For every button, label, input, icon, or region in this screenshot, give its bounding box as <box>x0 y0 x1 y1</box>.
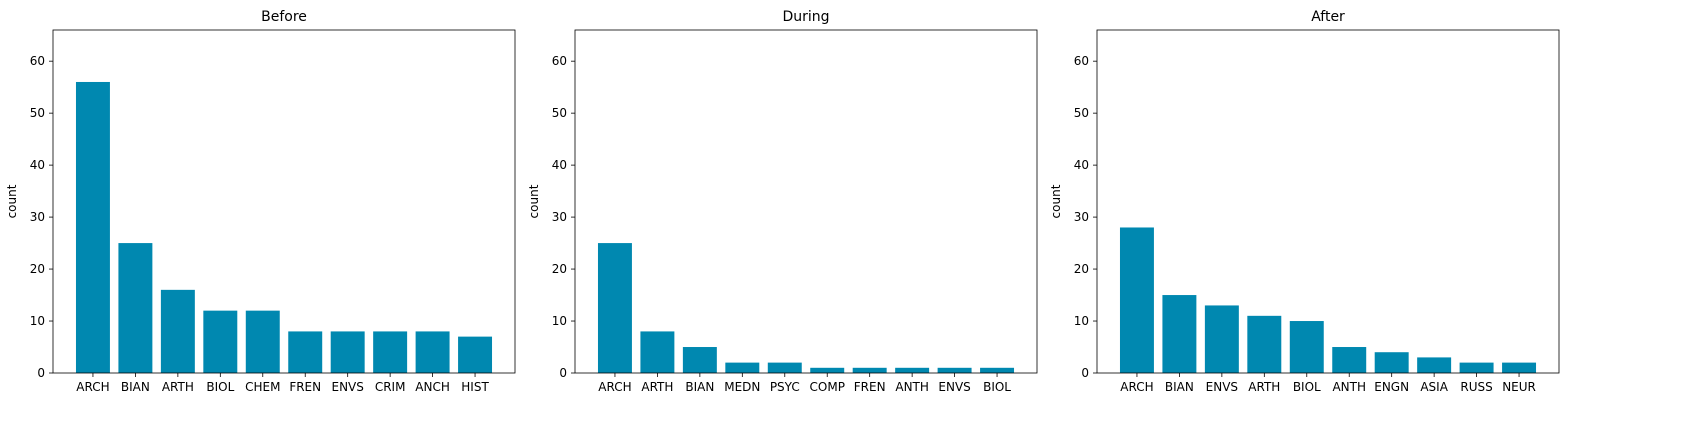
bar-comp <box>810 367 845 373</box>
plot-frame <box>1096 29 1560 374</box>
y-tick-label: 30 <box>552 210 567 224</box>
x-tick-label: ASIA <box>1420 380 1448 394</box>
bar-anch <box>415 331 450 373</box>
x-tick-label: FREN <box>289 380 321 394</box>
bar-bian <box>1162 295 1197 373</box>
x-tick-label: ENVS <box>938 380 970 394</box>
chart-title: After <box>1311 9 1345 25</box>
subplot-during: ARCH ARTH BIAN MEDN PSYC COMP FREN ANTH ENVS BIOL… <box>527 9 1038 394</box>
x-tick-label: COMP <box>810 380 845 394</box>
y-tick-label: 10 <box>30 314 45 328</box>
y-tick-label: 20 <box>1074 262 1089 276</box>
bar-bian <box>682 347 717 373</box>
y-tick-label: 30 <box>30 210 45 224</box>
bar-russ <box>1459 362 1494 373</box>
y-tick-label: 40 <box>1074 158 1089 172</box>
x-tick-label: ENVS <box>331 380 363 394</box>
bar-chem <box>245 310 280 373</box>
x-tick-label: RUSS <box>1460 380 1492 394</box>
y-tick-label: 50 <box>30 106 45 120</box>
y-tick-label: 40 <box>552 158 567 172</box>
x-tick-label: NEUR <box>1502 380 1536 394</box>
y-tick-label: 20 <box>30 262 45 276</box>
chart-title: During <box>782 9 829 25</box>
x-tick-label: ANTH <box>1332 380 1366 394</box>
y-axis-label: count <box>1049 184 1063 218</box>
plot-frame <box>574 29 1038 374</box>
chart-title: Before <box>261 9 307 25</box>
bar-biol <box>203 310 238 373</box>
x-tick-label: FREN <box>854 380 886 394</box>
bar-hist <box>458 336 493 373</box>
x-tick-label: CRIM <box>375 380 406 394</box>
y-tick-label: 20 <box>552 262 567 276</box>
bar-arth <box>160 289 195 373</box>
y-tick-label: 30 <box>1074 210 1089 224</box>
bar-bian <box>118 243 153 373</box>
y-tick-label: 60 <box>30 54 45 68</box>
x-tick-label: ANCH <box>415 380 450 394</box>
y-axis-label: count <box>527 184 541 218</box>
y-tick-label: 0 <box>1081 366 1089 380</box>
bar-engn <box>1374 352 1409 373</box>
y-tick-label: 60 <box>1074 54 1089 68</box>
bar-arch <box>1119 227 1154 373</box>
y-tick-label: 50 <box>552 106 567 120</box>
x-tick-label: ARTH <box>162 380 194 394</box>
bar-fren <box>852 367 887 373</box>
bar-biol <box>980 367 1015 373</box>
bar-fren <box>288 331 323 373</box>
y-tick-label: 40 <box>30 158 45 172</box>
bar-arth <box>640 331 675 373</box>
bar-envs <box>1204 305 1239 373</box>
bar-envs <box>330 331 365 373</box>
x-tick-label: PSYC <box>770 380 800 394</box>
x-tick-label: BIAN <box>685 380 714 394</box>
bar-envs <box>937 367 972 373</box>
subplot-after: ARCH BIAN ENVS ARTH BIOL ANTH ENGN ASIA RUSS NEUR… <box>1049 9 1560 394</box>
x-tick-label: ARTH <box>1248 380 1280 394</box>
x-tick-label: HIST <box>461 380 489 394</box>
x-tick-label: ARTH <box>641 380 673 394</box>
bar-medn <box>725 362 760 373</box>
y-axis-label: count <box>5 184 19 218</box>
y-tick-label: 50 <box>1074 106 1089 120</box>
bar-asia <box>1417 357 1452 373</box>
x-tick-label: MEDN <box>724 380 760 394</box>
x-tick-label: ENVS <box>1206 380 1238 394</box>
x-tick-label: BIOL <box>983 380 1011 394</box>
y-tick-label: 10 <box>552 314 567 328</box>
y-tick-label: 10 <box>1074 314 1089 328</box>
bar-arch <box>597 243 632 373</box>
x-tick-label: BIOL <box>206 380 234 394</box>
y-tick-label: 0 <box>37 366 45 380</box>
y-tick-label: 0 <box>559 366 567 380</box>
x-tick-label: ARCH <box>598 380 631 394</box>
subplot-before: ARCH BIAN ARTH BIOL CHEM FREN ENVS CRIM ANCH HIST… <box>5 9 516 394</box>
bar-crim <box>373 331 408 373</box>
x-tick-label: ENGN <box>1374 380 1409 394</box>
x-tick-label: ANTH <box>895 380 929 394</box>
x-tick-label: BIAN <box>121 380 150 394</box>
bar-biol <box>1289 321 1324 373</box>
x-tick-label: ARCH <box>1120 380 1153 394</box>
bar-anth <box>895 367 930 373</box>
bar-arch <box>75 81 110 373</box>
bar-arth <box>1247 315 1282 373</box>
plot-frame <box>52 29 516 374</box>
y-tick-label: 60 <box>552 54 567 68</box>
x-tick-label: ARCH <box>76 380 109 394</box>
bar-anth <box>1332 347 1367 373</box>
bar-neur <box>1502 362 1537 373</box>
x-tick-label: BIOL <box>1293 380 1321 394</box>
x-tick-label: CHEM <box>245 380 280 394</box>
x-tick-label: BIAN <box>1165 380 1194 394</box>
bar-psyc <box>767 362 802 373</box>
